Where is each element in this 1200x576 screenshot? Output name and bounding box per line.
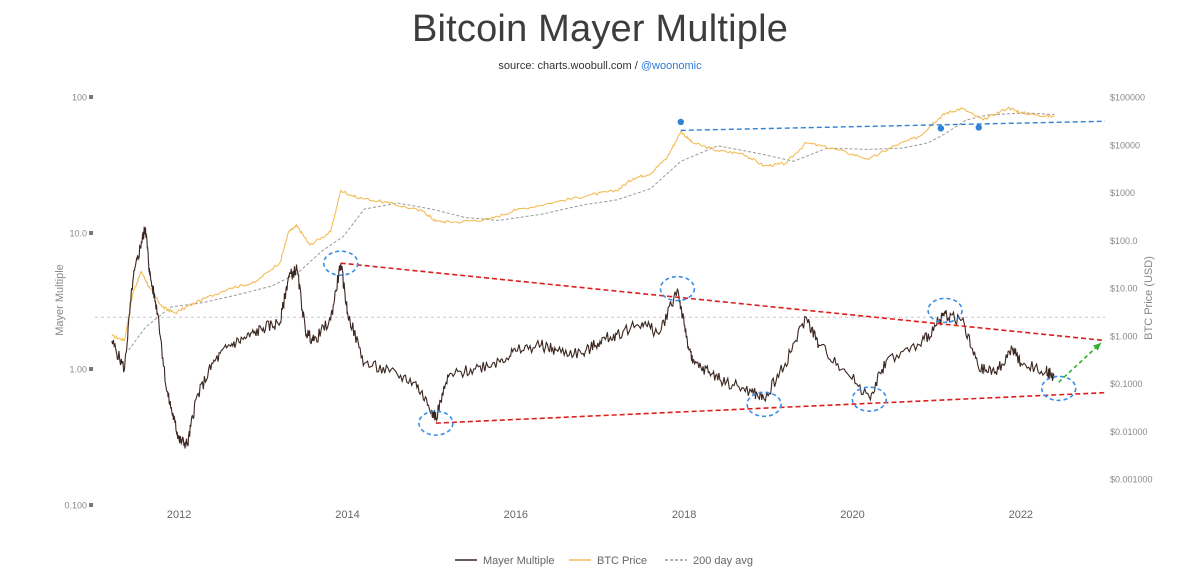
chart-subtitle: source: charts.woobull.com / @woonomic — [0, 60, 1200, 72]
y-right-tick-label: $10000 — [1110, 140, 1140, 150]
legend-label-3: 200 day avg — [693, 555, 753, 567]
subtitle-source: source: charts.woobull.com / — [498, 60, 641, 72]
y-right-tick-label: $1.000 — [1110, 331, 1138, 341]
line-200-day-avg — [128, 112, 1055, 351]
circled-extreme-2 — [418, 410, 454, 436]
projection-arrow-line — [1058, 342, 1102, 383]
legend-label-1: Mayer Multiple — [483, 555, 555, 567]
y-right-tick-label: $10.00 — [1110, 284, 1138, 294]
price-marker-dot-1 — [677, 118, 684, 126]
y-left-axis-title: Mayer Multiple — [54, 264, 66, 336]
line-btc-price — [111, 106, 1055, 342]
twitter-handle-link[interactable]: @woonomic — [640, 60, 702, 72]
y-right-tick-label: $100.0 — [1110, 236, 1138, 246]
price-marker-dot-2 — [937, 125, 945, 132]
circled-extreme-6 — [927, 297, 963, 324]
resistance-trendline — [340, 262, 1106, 342]
y-left-tick-label: 10.0 — [69, 229, 87, 239]
annotation-group — [322, 118, 1106, 436]
y-left-tick-mark — [89, 367, 93, 371]
projection-arrow-head — [1093, 343, 1101, 351]
y-right-tick-label: $0.1000 — [1110, 379, 1143, 389]
circled-extreme-5 — [851, 386, 888, 412]
y-left-tick-mark — [89, 95, 93, 99]
circled-extreme-3 — [659, 275, 696, 302]
y-left-tick-label: 1.00 — [69, 365, 87, 375]
x-tick-label-2012: 2012 — [167, 509, 191, 521]
legend: Mayer Multiple BTC Price 200 day avg — [455, 555, 753, 567]
chart-title: Bitcoin Mayer Multiple — [411, 8, 789, 50]
axes-group: 2012 2014 2016 2018 2020 2022 100 10.0 1.00 0.100… — [54, 93, 1155, 522]
y-right-tick-label: $0.001000 — [1110, 475, 1153, 485]
line-mayer-multiple — [111, 226, 1056, 449]
x-tick-label-2022: 2022 — [1009, 509, 1033, 521]
circled-extreme-4 — [746, 391, 782, 418]
legend-label-2: BTC Price — [597, 555, 647, 567]
support-trendline — [435, 391, 1106, 424]
y-right-axis-title: BTC Price (USD) — [1143, 256, 1155, 340]
y-left-tick-label: 0.100 — [64, 501, 87, 511]
y-right-tick-label: $1000 — [1110, 188, 1135, 198]
y-right-tick-label: $100000 — [1110, 93, 1145, 103]
y-left-tick-mark — [89, 503, 93, 507]
y-right-tick-label: $0.01000 — [1110, 427, 1148, 437]
x-tick-label-2016: 2016 — [504, 509, 528, 521]
x-tick-label-2018: 2018 — [672, 509, 696, 521]
price-marker-dot-3 — [975, 124, 982, 131]
y-left-tick-label: 100 — [72, 93, 87, 103]
circled-extreme-7 — [1040, 375, 1077, 402]
price-trendline — [680, 120, 1106, 132]
circled-extreme-1 — [322, 250, 359, 276]
y-left-tick-mark — [89, 231, 93, 235]
series-200-day-avg — [128, 112, 1055, 351]
x-tick-label-2014: 2014 — [335, 509, 359, 521]
series-mayer-multiple — [111, 226, 1056, 449]
x-tick-label-2020: 2020 — [840, 509, 864, 521]
series-btc-price — [111, 106, 1055, 342]
